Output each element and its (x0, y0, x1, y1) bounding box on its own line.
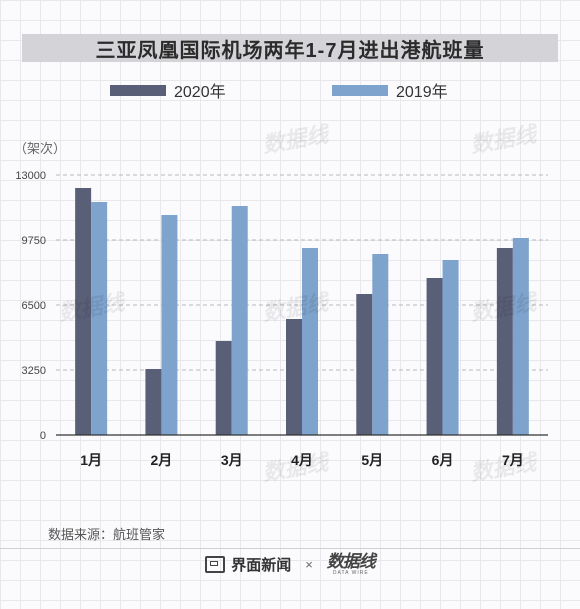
bar-2020 (215, 341, 232, 435)
y-axis-unit-label: （架次） (14, 141, 67, 156)
x-tick-label: 2月 (151, 452, 173, 468)
bar-2020 (426, 278, 443, 435)
bar-2020 (75, 188, 92, 435)
shujuxian-logo-subtext: DATA WIRE (332, 569, 369, 576)
y-tick-label: 9750 (22, 235, 46, 247)
y-tick-label: 0 (40, 430, 46, 442)
bar-chart: 0 3250 6500 9750 13000 1月 2月 3月 4月 5月 6月 7月 (15, 170, 548, 468)
watermark-logo: 数据线 (260, 121, 330, 158)
bar-2020 (145, 369, 162, 435)
data-source: 数据来源：航班管家 (48, 527, 166, 542)
bar-2020 (356, 294, 373, 435)
bar-2019 (372, 254, 389, 435)
shujuxian-brand: 数据线 DATA WIRE (326, 551, 376, 576)
bar-2019 (91, 202, 108, 435)
bar-2020 (496, 248, 513, 435)
bar-2019 (231, 206, 248, 435)
x-tick-label: 7月 (502, 452, 524, 468)
shujuxian-logo-text: 数据线 (326, 551, 376, 571)
legend-swatch-2019 (332, 84, 388, 96)
jiemian-brand-label: 界面新闻 (231, 556, 292, 574)
footer-brands: 界面新闻 × 数据线 DATA WIRE (0, 552, 580, 576)
legend-swatch-2020 (110, 84, 166, 96)
y-tick-label: 13000 (15, 170, 46, 182)
legend-label-2019: 2019年 (396, 84, 448, 101)
jiemian-logo-icon (205, 555, 226, 573)
legend: 2020年 2019年 (0, 78, 580, 102)
bar-2020 (286, 319, 302, 435)
brand-cross: × (305, 556, 313, 572)
x-tick-label: 4月 (291, 452, 313, 468)
bar-2019 (442, 260, 459, 435)
y-tick-label: 3250 (22, 365, 46, 377)
legend-item-2019: 2019年 (332, 78, 448, 102)
jiemian-brand: 界面新闻 (205, 554, 291, 575)
x-tick-label: 1月 (80, 452, 102, 468)
bar-2019 (161, 215, 178, 435)
x-tick-label: 3月 (221, 452, 243, 468)
x-tick-label: 6月 (432, 452, 454, 468)
y-tick-label: 6500 (22, 300, 46, 312)
bar-2019 (512, 238, 529, 435)
footer-divider (0, 548, 580, 549)
watermark-logo: 数据线 (468, 121, 538, 158)
legend-label-2020: 2020年 (174, 84, 226, 101)
legend-item-2020: 2020年 (110, 78, 226, 102)
bar-2019 (302, 248, 318, 435)
x-tick-label: 5月 (361, 452, 383, 468)
chart-title: 三亚凤凰国际机场两年1-7月进出港航班量 (22, 34, 558, 62)
